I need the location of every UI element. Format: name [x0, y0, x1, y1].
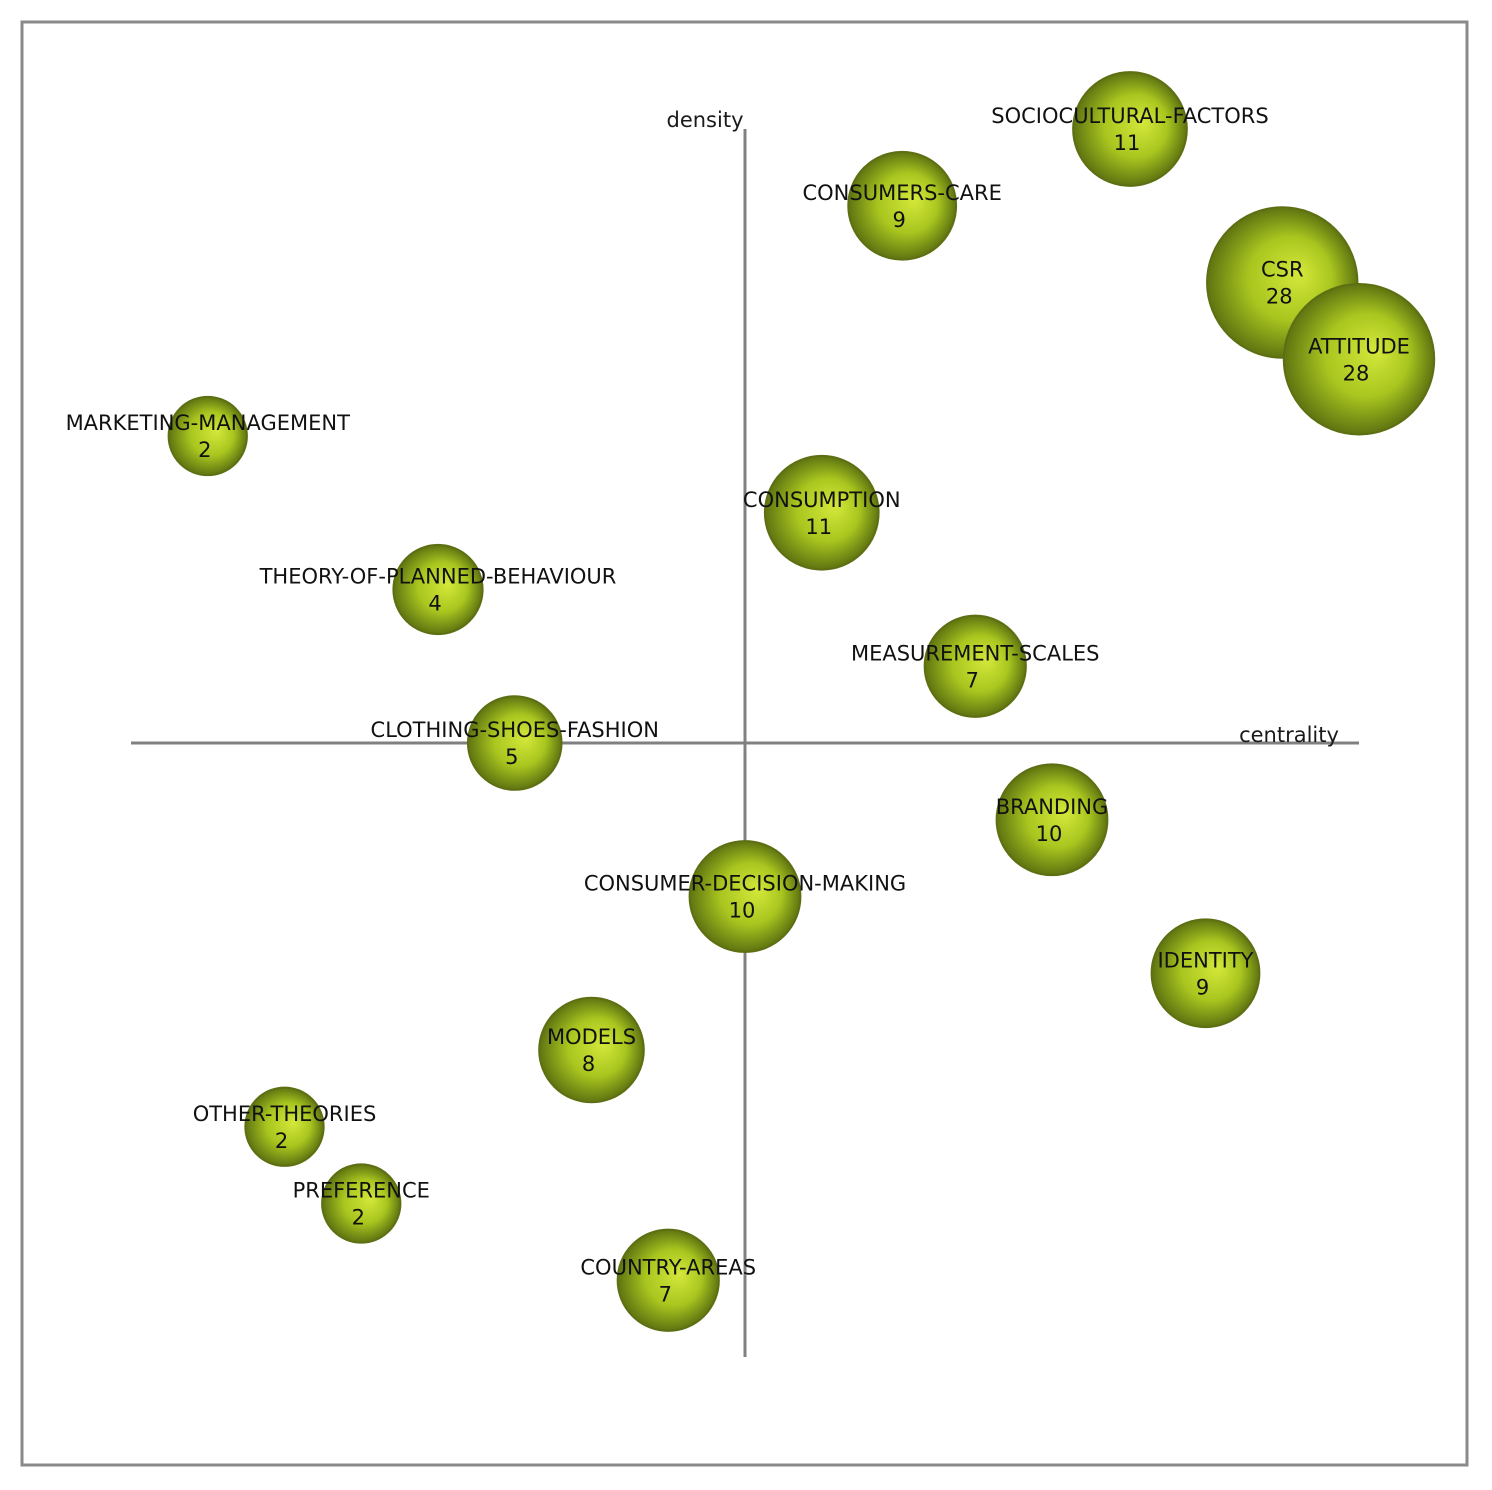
bubble-consumption[interactable] [763, 454, 880, 571]
bubble-other-theories[interactable] [244, 1086, 325, 1167]
theme-value: 2 [352, 1206, 365, 1230]
theme-value: 7 [966, 668, 979, 692]
theme-value: 5 [505, 745, 518, 769]
bubble-country-areas[interactable] [616, 1228, 720, 1332]
theme-label: SOCIOCULTURAL-FACTORS [991, 104, 1268, 128]
theme-label: CLOTHING-SHOES-FASHION [371, 718, 659, 742]
bubble-preference[interactable] [321, 1163, 402, 1244]
theme-label: ATTITUDE [1308, 334, 1410, 358]
theme-label: PREFERENCE [293, 1179, 430, 1203]
theme-value: 11 [805, 515, 832, 539]
theme-value: 8 [582, 1052, 595, 1076]
theme-label: MEASUREMENT-SCALES [851, 641, 1100, 665]
theme-value: 9 [892, 208, 905, 232]
theme-label: THEORY-OF-PLANNED-BEHAVIOUR [259, 565, 617, 589]
bubble-identity[interactable] [1150, 918, 1261, 1029]
theme-label: CSR [1261, 258, 1304, 282]
bubble-consumers-care[interactable] [847, 150, 958, 261]
bubble-clothing-shoes-fashion[interactable] [466, 695, 563, 791]
theme-value: 28 [1266, 285, 1293, 309]
theme-label: CONSUMERS-CARE [802, 181, 1001, 205]
theme-label: CONSUMER-DECISION-MAKING [584, 872, 906, 896]
y-axis-label: density [667, 108, 744, 132]
theme-label: MODELS [547, 1025, 636, 1049]
bubble-layer [167, 71, 1436, 1332]
bubble-marketing-management[interactable] [167, 395, 248, 477]
bubble-theory-of-planned-behaviour[interactable] [392, 543, 484, 636]
theme-value: 10 [729, 899, 756, 923]
bubble-models[interactable] [538, 996, 645, 1104]
bubble-consumer-decision-making[interactable] [688, 840, 802, 953]
theme-label: BRANDING [996, 795, 1109, 819]
theme-label: IDENTITY [1157, 948, 1253, 972]
theme-value: 9 [1196, 975, 1209, 999]
theme-value: 28 [1343, 361, 1370, 385]
theme-value: 2 [275, 1129, 288, 1153]
bubble-attitude[interactable] [1282, 283, 1436, 436]
theme-value: 11 [1114, 131, 1141, 155]
theme-label: MARKETING-MANAGEMENT [66, 411, 351, 435]
theme-value: 2 [198, 438, 211, 462]
theme-value: 4 [428, 592, 441, 616]
x-axis-label: centrality [1239, 723, 1339, 747]
bubble-sociocultural-factors[interactable] [1072, 71, 1188, 187]
theme-label: COUNTRY-AREAS [580, 1255, 756, 1279]
bubble-measurement-scales[interactable] [923, 614, 1027, 718]
theme-value: 10 [1036, 822, 1063, 846]
label-layer: SOCIOCULTURAL-FACTORS 11 CONSUMERS-CARE 9 CS… [66, 104, 1410, 1306]
theme-value: 7 [659, 1282, 672, 1306]
theme-label: OTHER-THEORIES [193, 1102, 377, 1126]
bubble-branding[interactable] [995, 763, 1109, 877]
theme-label: CONSUMPTION [743, 488, 901, 512]
